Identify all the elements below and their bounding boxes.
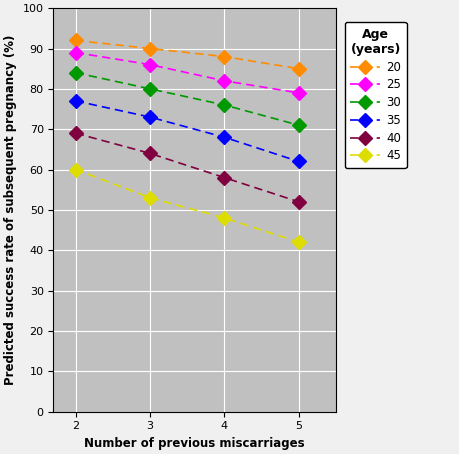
40	[147, 151, 152, 156]
40	[73, 130, 78, 136]
Line: 40: 40	[71, 128, 303, 207]
35	[147, 114, 152, 120]
30	[221, 102, 227, 108]
45	[147, 195, 152, 201]
25	[295, 90, 301, 96]
Line: 25: 25	[71, 48, 303, 98]
30	[295, 123, 301, 128]
Line: 20: 20	[71, 35, 303, 74]
25	[73, 50, 78, 55]
20	[221, 54, 227, 59]
35	[295, 159, 301, 164]
20	[147, 46, 152, 51]
Line: 45: 45	[71, 165, 303, 247]
30	[147, 86, 152, 92]
35	[73, 98, 78, 104]
25	[147, 62, 152, 67]
Line: 35: 35	[71, 96, 303, 166]
X-axis label: Number of previous miscarriages: Number of previous miscarriages	[84, 437, 304, 450]
45	[295, 239, 301, 245]
45	[73, 167, 78, 172]
40	[295, 199, 301, 204]
Line: 30: 30	[71, 68, 303, 130]
Y-axis label: Predicted success rate of subsequent pregnancy (%): Predicted success rate of subsequent pre…	[4, 35, 17, 385]
Legend: 20, 25, 30, 35, 40, 45: 20, 25, 30, 35, 40, 45	[344, 22, 406, 168]
20	[295, 66, 301, 71]
45	[221, 215, 227, 221]
30	[73, 70, 78, 75]
20	[73, 38, 78, 43]
35	[221, 134, 227, 140]
25	[221, 78, 227, 84]
40	[221, 175, 227, 180]
